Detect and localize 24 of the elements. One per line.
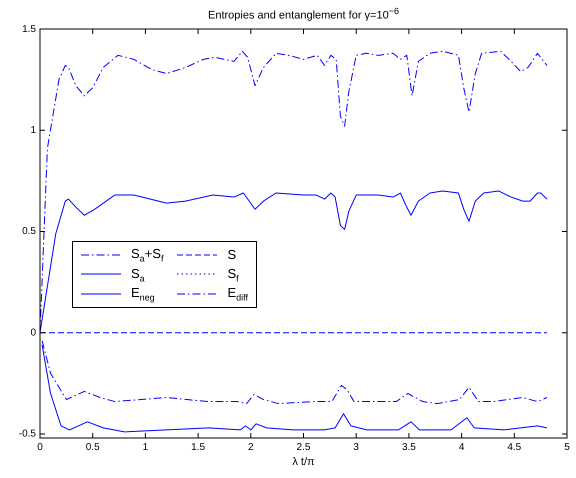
legend-label: S$_{a}$ <box>131 266 145 284</box>
chart-title: Entropies and entanglement for γ=10$^{−6}$ <box>207 6 400 22</box>
x-tick-label: 2.5 <box>296 442 311 453</box>
legend-label: E$_{diff}$ <box>227 285 248 303</box>
x-tick-label: 5 <box>564 442 570 453</box>
y-tick-label: 0.5 <box>22 226 36 238</box>
x-tick-label: 1.5 <box>191 442 206 453</box>
y-tick-label: -0.5 <box>18 428 36 440</box>
y-tick-label: 1 <box>30 124 36 136</box>
x-tick-label: 4.5 <box>507 442 522 453</box>
x-tick-label: 1 <box>142 442 149 453</box>
x-tick-label: 0.5 <box>86 442 100 453</box>
y-tick-label: 0 <box>30 327 36 338</box>
x-tick-label: 3.5 <box>402 442 416 453</box>
y-tick-label: 1.5 <box>22 24 36 35</box>
x-axis-title: λ t/π <box>291 456 316 468</box>
legend-label: S <box>227 247 236 262</box>
x-tick-label: 4 <box>458 442 465 453</box>
legend-label: S$_{f}$ <box>227 266 239 284</box>
x-tick-label: 2 <box>248 442 254 453</box>
x-tick-label: 3 <box>353 442 360 453</box>
legend-label: S$_{a}$+S$_{f}$ <box>131 246 164 264</box>
legend-label: E$_{neg}$ <box>131 285 155 303</box>
x-tick-label: 0 <box>37 442 44 453</box>
